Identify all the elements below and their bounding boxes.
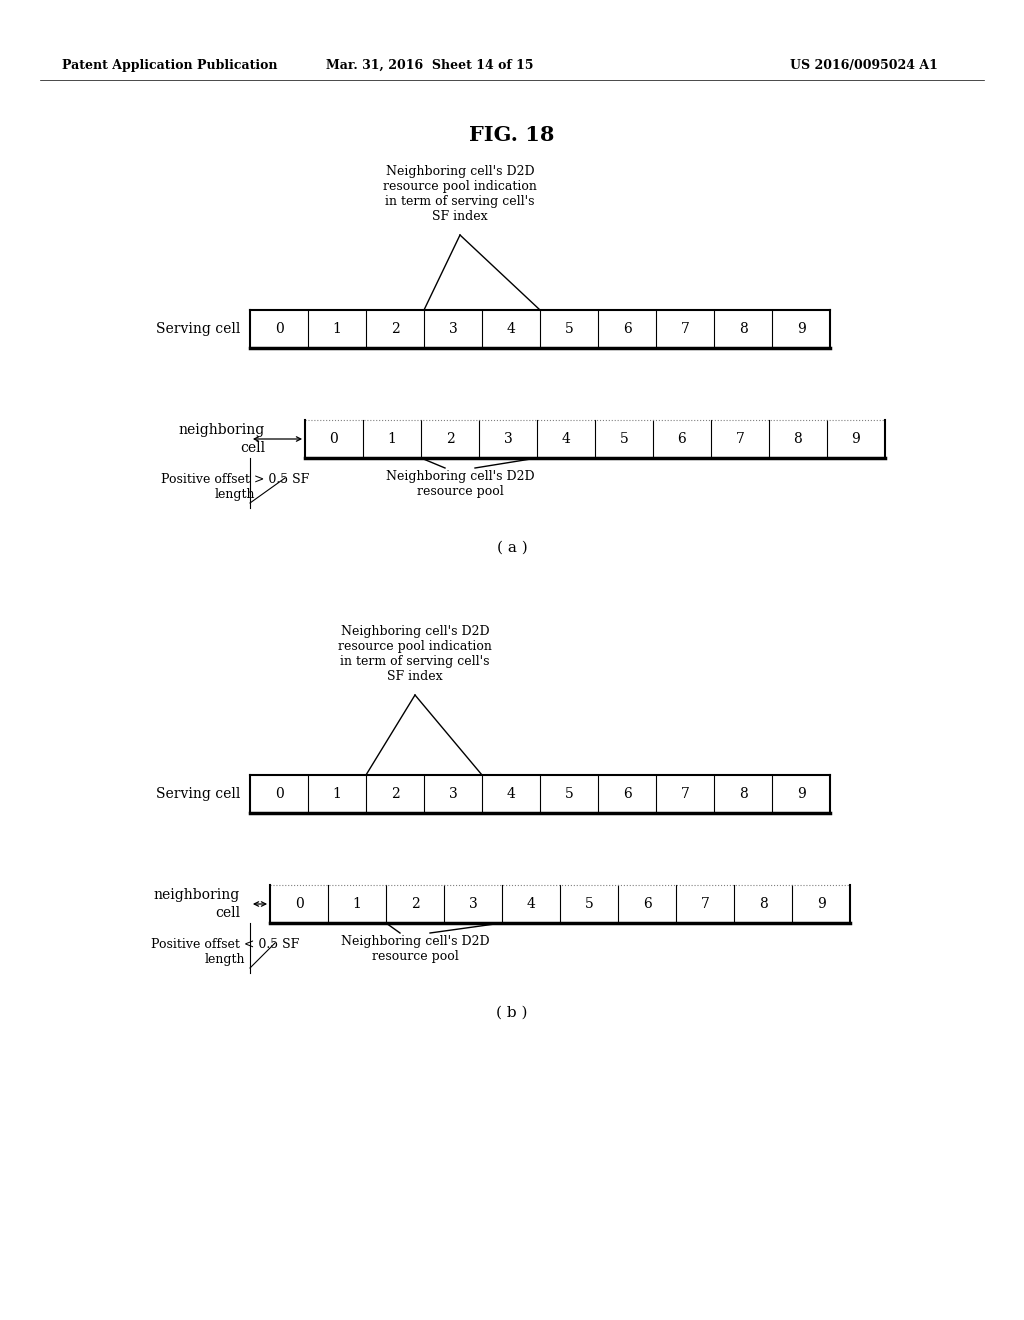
Text: 3: 3 <box>469 898 477 911</box>
Text: 1: 1 <box>333 322 341 337</box>
Text: 1: 1 <box>352 898 361 911</box>
Text: 2: 2 <box>390 787 399 801</box>
Bar <box>424 310 482 348</box>
Bar <box>250 310 830 348</box>
Text: 1: 1 <box>387 432 396 446</box>
Text: Mar. 31, 2016  Sheet 14 of 15: Mar. 31, 2016 Sheet 14 of 15 <box>327 58 534 71</box>
Text: neighboring
cell: neighboring cell <box>179 422 265 455</box>
Text: 0: 0 <box>274 787 284 801</box>
Text: 7: 7 <box>681 787 689 801</box>
Text: neighboring
cell: neighboring cell <box>154 888 240 920</box>
Text: 4: 4 <box>507 322 515 337</box>
Bar <box>424 775 482 813</box>
Text: 4: 4 <box>526 898 536 911</box>
Bar <box>250 775 830 813</box>
Text: 9: 9 <box>852 432 860 446</box>
Text: 3: 3 <box>449 787 458 801</box>
Text: 2: 2 <box>411 898 420 911</box>
Text: 2: 2 <box>445 432 455 446</box>
Text: Neighboring cell's D2D
resource pool: Neighboring cell's D2D resource pool <box>386 470 535 498</box>
Text: 9: 9 <box>797 787 805 801</box>
Text: 9: 9 <box>816 898 825 911</box>
Text: 9: 9 <box>797 322 805 337</box>
Text: 7: 7 <box>681 322 689 337</box>
Bar <box>270 884 850 923</box>
Text: 5: 5 <box>564 787 573 801</box>
Text: 4: 4 <box>507 787 515 801</box>
Text: Neighboring cell's D2D
resource pool: Neighboring cell's D2D resource pool <box>341 935 489 964</box>
Text: 0: 0 <box>274 322 284 337</box>
Text: 6: 6 <box>623 322 632 337</box>
Text: 6: 6 <box>623 787 632 801</box>
Text: 8: 8 <box>759 898 767 911</box>
Text: Serving cell: Serving cell <box>156 787 240 801</box>
Text: ( a ): ( a ) <box>497 541 527 554</box>
Text: FIG. 18: FIG. 18 <box>469 125 555 145</box>
Text: Neighboring cell's D2D
resource pool indication
in term of serving cell's
SF ind: Neighboring cell's D2D resource pool ind… <box>383 165 537 223</box>
Text: US 2016/0095024 A1: US 2016/0095024 A1 <box>790 58 938 71</box>
Text: 3: 3 <box>504 432 512 446</box>
Bar <box>366 775 424 813</box>
Text: 0: 0 <box>330 432 338 446</box>
Bar <box>421 420 479 458</box>
Bar <box>305 420 885 458</box>
Text: 1: 1 <box>333 787 341 801</box>
Text: 6: 6 <box>643 898 651 911</box>
Text: 5: 5 <box>620 432 629 446</box>
Bar <box>479 420 537 458</box>
Text: 6: 6 <box>678 432 686 446</box>
Bar <box>444 884 502 923</box>
Text: ( b ): ( b ) <box>497 1006 527 1020</box>
Text: Positive offset < 0.5 SF
length: Positive offset < 0.5 SF length <box>151 939 299 966</box>
Bar <box>386 884 444 923</box>
Text: 3: 3 <box>449 322 458 337</box>
Text: 5: 5 <box>564 322 573 337</box>
Text: Serving cell: Serving cell <box>156 322 240 337</box>
Bar <box>482 310 540 348</box>
Text: 4: 4 <box>561 432 570 446</box>
Text: 5: 5 <box>585 898 593 911</box>
Text: Positive offset > 0.5 SF
length: Positive offset > 0.5 SF length <box>161 473 309 502</box>
Text: 8: 8 <box>738 322 748 337</box>
Text: 7: 7 <box>735 432 744 446</box>
Text: Neighboring cell's D2D
resource pool indication
in term of serving cell's
SF ind: Neighboring cell's D2D resource pool ind… <box>338 624 492 682</box>
Text: 8: 8 <box>738 787 748 801</box>
Text: Patent Application Publication: Patent Application Publication <box>62 58 278 71</box>
Text: 7: 7 <box>700 898 710 911</box>
Text: 2: 2 <box>390 322 399 337</box>
Text: 0: 0 <box>295 898 303 911</box>
Text: 8: 8 <box>794 432 803 446</box>
